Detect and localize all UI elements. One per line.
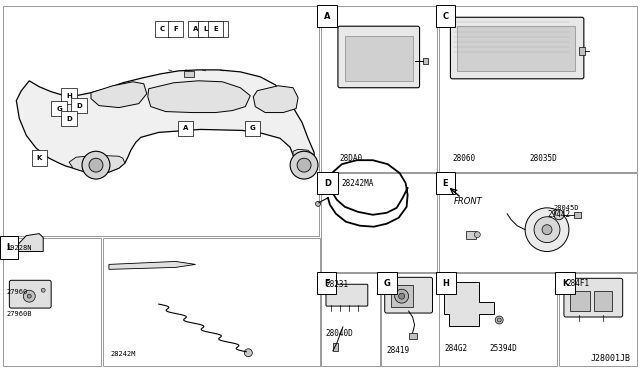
Circle shape (82, 151, 110, 179)
Circle shape (395, 289, 408, 303)
FancyBboxPatch shape (385, 277, 433, 313)
Polygon shape (91, 82, 147, 108)
Bar (594, 291, 612, 311)
Circle shape (28, 294, 31, 298)
Circle shape (316, 201, 321, 206)
Circle shape (554, 210, 564, 220)
Polygon shape (17, 70, 315, 173)
Text: 284G2: 284G2 (444, 344, 468, 353)
Bar (440, 6, 637, 172)
Text: 28419: 28419 (387, 346, 410, 355)
Text: L: L (204, 26, 208, 32)
Text: E: E (442, 179, 448, 187)
Text: 284F1: 284F1 (567, 279, 590, 288)
Circle shape (290, 151, 318, 179)
Circle shape (41, 288, 45, 292)
Text: 28242MA: 28242MA (342, 179, 374, 187)
Text: 28035D: 28035D (529, 154, 557, 163)
Polygon shape (253, 86, 298, 113)
Text: 28242M: 28242M (111, 351, 136, 357)
Circle shape (244, 349, 252, 357)
Text: 28231: 28231 (325, 280, 348, 289)
Bar (579, 47, 585, 55)
Bar (321, 6, 438, 172)
Text: C: C (160, 26, 165, 32)
Text: K: K (562, 279, 568, 288)
Polygon shape (293, 149, 315, 171)
Polygon shape (148, 81, 250, 113)
Circle shape (297, 158, 311, 172)
Bar (440, 173, 637, 272)
Bar (321, 273, 380, 366)
Circle shape (399, 293, 404, 299)
Text: K: K (36, 155, 42, 161)
Text: 28DA0: 28DA0 (340, 154, 363, 163)
Text: A: A (218, 26, 223, 32)
Text: 29228N: 29228N (6, 244, 32, 250)
Text: 28040D: 28040D (325, 329, 353, 339)
Circle shape (474, 232, 480, 238)
Circle shape (23, 290, 35, 302)
Text: G: G (56, 106, 62, 112)
Bar (321, 173, 438, 272)
Text: 28060: 28060 (452, 154, 476, 163)
Circle shape (495, 316, 503, 324)
Text: 29442: 29442 (547, 210, 570, 219)
Bar (103, 238, 320, 366)
Text: H: H (66, 93, 72, 99)
Bar (422, 58, 428, 64)
Bar (3, 6, 319, 235)
Circle shape (542, 225, 552, 235)
Polygon shape (12, 234, 44, 251)
Text: 27960: 27960 (6, 289, 28, 295)
Text: F: F (173, 26, 178, 32)
Text: D: D (324, 179, 331, 187)
Text: 25394D: 25394D (489, 344, 517, 353)
Circle shape (534, 217, 560, 243)
Bar (570, 291, 590, 311)
Text: 28045D: 28045D (554, 205, 579, 211)
Text: H: H (442, 279, 449, 288)
Bar (458, 26, 575, 71)
Text: A: A (183, 125, 188, 131)
Text: A: A (324, 12, 330, 21)
Bar (333, 343, 338, 351)
Text: J28001JB: J28001JB (591, 354, 630, 363)
Bar (559, 273, 637, 366)
Polygon shape (109, 262, 196, 269)
Text: D: D (76, 103, 82, 109)
Polygon shape (444, 282, 494, 326)
Text: E: E (213, 26, 218, 32)
Bar (3, 238, 101, 366)
Text: G: G (250, 125, 255, 131)
Text: F: F (324, 279, 330, 288)
Bar (408, 333, 417, 339)
FancyBboxPatch shape (564, 278, 623, 317)
Bar (345, 36, 413, 81)
Bar (440, 273, 557, 366)
Text: D: D (66, 116, 72, 122)
Bar (467, 231, 476, 238)
Bar (184, 71, 193, 77)
FancyBboxPatch shape (10, 280, 51, 308)
Polygon shape (69, 155, 125, 173)
Text: C: C (442, 12, 449, 21)
FancyBboxPatch shape (451, 17, 584, 79)
Circle shape (525, 208, 569, 251)
Circle shape (497, 318, 501, 322)
Bar (574, 212, 581, 218)
Text: A: A (193, 26, 198, 32)
Circle shape (89, 158, 103, 172)
Text: FRONT: FRONT (453, 197, 482, 206)
Bar (390, 285, 413, 307)
FancyBboxPatch shape (338, 26, 420, 88)
Text: G: G (384, 279, 390, 288)
Text: 27960B: 27960B (6, 311, 32, 317)
Text: L: L (6, 243, 12, 252)
FancyBboxPatch shape (326, 284, 368, 306)
Bar (381, 273, 440, 366)
